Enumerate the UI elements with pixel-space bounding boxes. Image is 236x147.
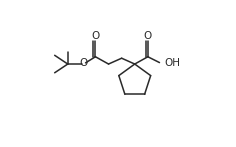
Text: OH: OH: [164, 58, 180, 68]
Text: O: O: [91, 31, 100, 41]
Text: O: O: [79, 58, 88, 68]
Text: O: O: [144, 31, 152, 41]
